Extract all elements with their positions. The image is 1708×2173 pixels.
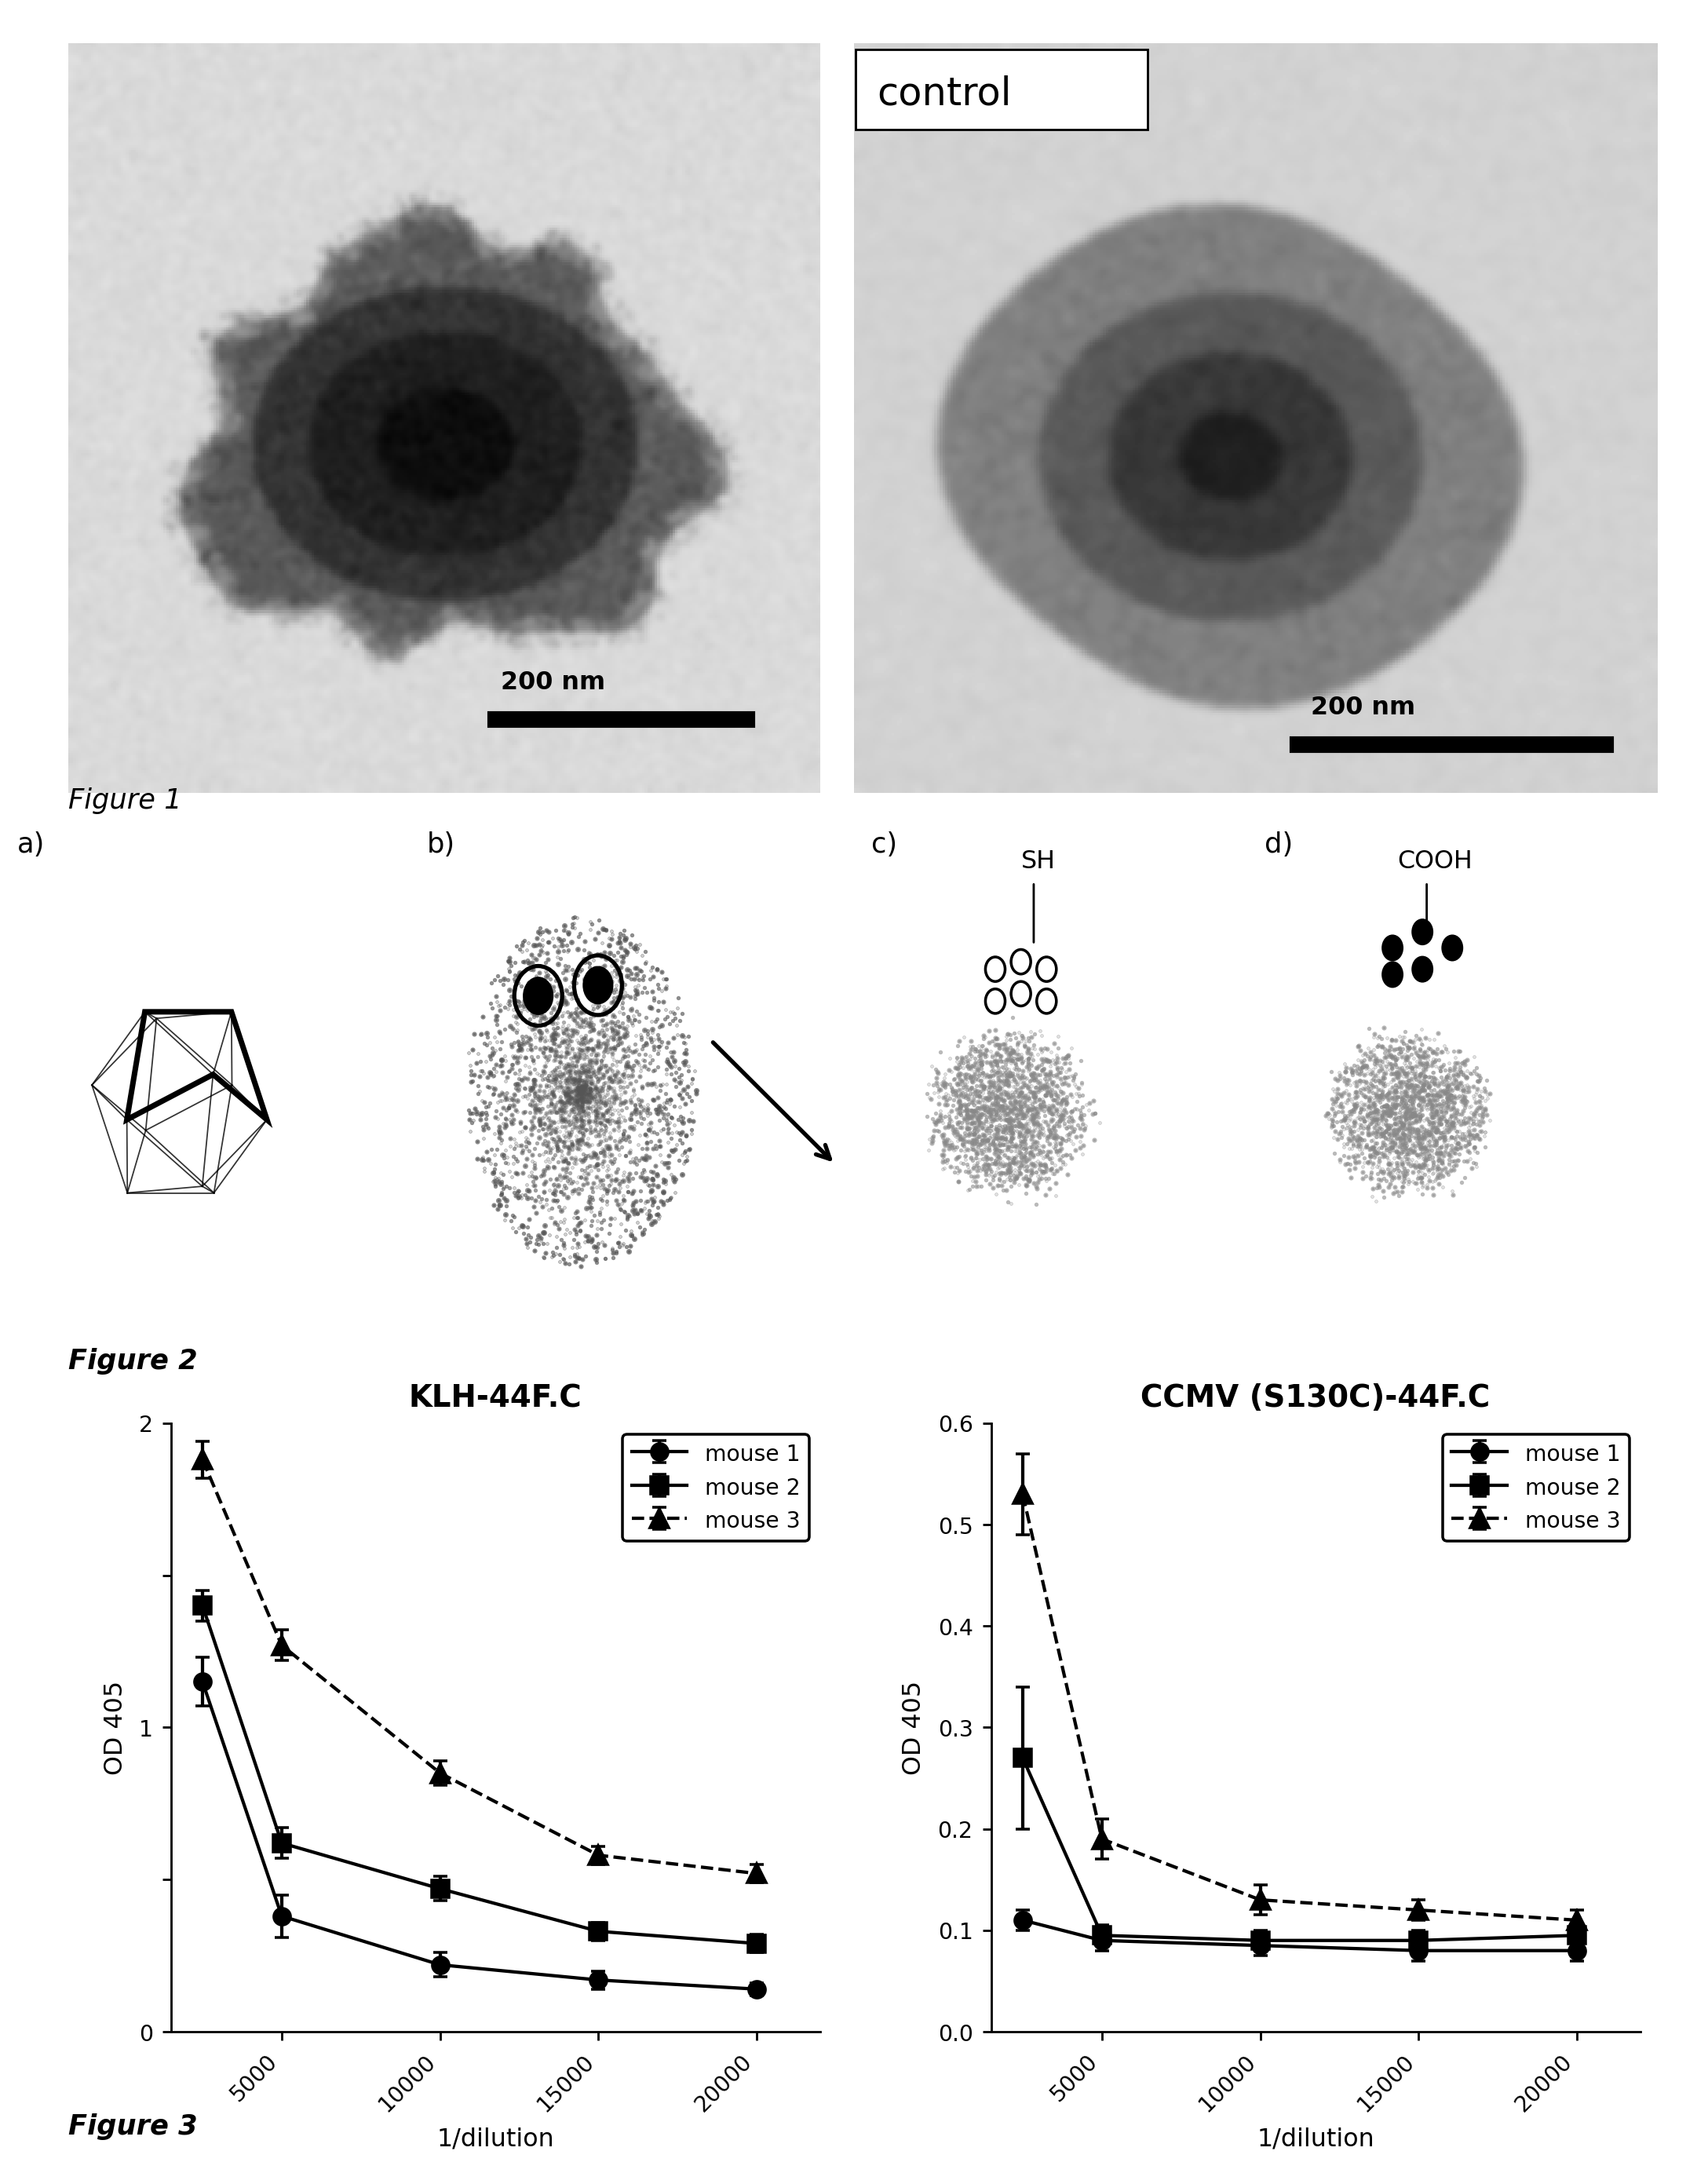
Circle shape — [1413, 958, 1431, 982]
Text: 200 nm: 200 nm — [500, 671, 605, 695]
Text: a): a) — [17, 830, 44, 858]
Text: d): d) — [1264, 830, 1293, 858]
Title: KLH-44F.C: KLH-44F.C — [408, 1384, 582, 1412]
Circle shape — [1442, 937, 1462, 960]
Text: b): b) — [427, 830, 456, 858]
Text: 200 nm: 200 nm — [1310, 695, 1414, 719]
Title: CCMV (S130C)-44F.C: CCMV (S130C)-44F.C — [1141, 1384, 1489, 1412]
Circle shape — [1382, 963, 1402, 987]
Text: COOH: COOH — [1397, 850, 1472, 874]
Text: control: control — [876, 74, 1011, 113]
Text: c): c) — [871, 830, 897, 858]
Y-axis label: OD 405: OD 405 — [902, 1680, 926, 1775]
Circle shape — [1382, 937, 1402, 960]
Circle shape — [582, 967, 613, 1004]
X-axis label: 1/dilution: 1/dilution — [437, 2127, 553, 2151]
FancyBboxPatch shape — [856, 50, 1148, 130]
Circle shape — [523, 978, 553, 1015]
Text: Figure 2: Figure 2 — [68, 1347, 198, 1376]
Y-axis label: OD 405: OD 405 — [102, 1680, 128, 1775]
Legend: mouse 1, mouse 2, mouse 3: mouse 1, mouse 2, mouse 3 — [1442, 1434, 1629, 1541]
Text: SH: SH — [1020, 850, 1056, 874]
Circle shape — [1413, 919, 1431, 945]
Text: Figure 1: Figure 1 — [68, 787, 181, 815]
X-axis label: 1/dilution: 1/dilution — [1257, 2127, 1373, 2151]
Text: Figure 3: Figure 3 — [68, 2112, 198, 2140]
Legend: mouse 1, mouse 2, mouse 3: mouse 1, mouse 2, mouse 3 — [622, 1434, 810, 1541]
